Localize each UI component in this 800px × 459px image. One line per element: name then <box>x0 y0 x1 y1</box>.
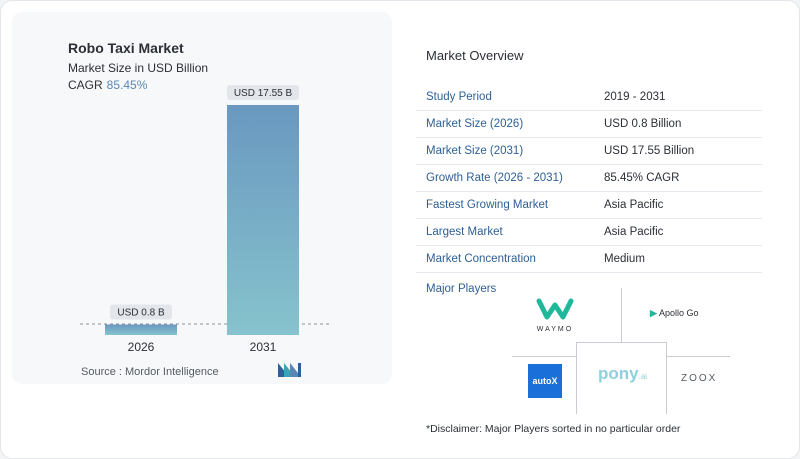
autox-wordmark: autoX <box>532 376 558 386</box>
overview-key: Fastest Growing Market <box>416 191 594 219</box>
players-divider <box>666 356 730 357</box>
overview-key: Largest Market <box>416 218 594 246</box>
waymo-wordmark: WAYMO <box>536 326 574 333</box>
overview-key: Market Size (2031) <box>416 137 594 165</box>
overview-row: Fastest Growing Market Asia Pacific <box>416 191 762 219</box>
players-divider <box>666 342 667 414</box>
bar <box>105 324 177 335</box>
overview-row: Largest Market Asia Pacific <box>416 218 762 246</box>
overview-key: Market Size (2026) <box>416 110 594 138</box>
data-label: USD 0.8 B <box>117 308 165 319</box>
zoox-wordmark: ZOOX <box>681 373 718 384</box>
players-divider <box>576 342 577 414</box>
overview-key: Growth Rate (2026 - 2031) <box>416 164 594 192</box>
players-title: Major Players <box>426 283 497 295</box>
overview-row: Growth Rate (2026 - 2031) 85.45% CAGR <box>416 164 762 192</box>
overview-row: Market Size (2031) USD 17.55 Billion <box>416 137 762 165</box>
data-label-box <box>110 304 172 320</box>
overview-key: Study Period <box>416 84 594 111</box>
overview-value: USD 17.55 Billion <box>594 137 762 165</box>
chart-card <box>12 12 392 384</box>
overview-table: Study Period 2019 - 2031 Market Size (2026… <box>416 84 762 273</box>
bar <box>227 105 299 335</box>
players-divider <box>576 342 666 343</box>
cagr-value: 85.45% <box>106 78 148 92</box>
disclaimer-text: *Disclaimer: Major Players sorted in no … <box>426 423 681 435</box>
bar-chart: USD 0.8 B 2026 USD 17.55 B 2031 <box>80 85 330 354</box>
cagr-line: CAGR 85.45% <box>68 78 147 92</box>
pony-logo: pony.ai <box>598 364 647 384</box>
waymo-mark-icon <box>536 298 574 320</box>
zoox-logo: ZOOX <box>681 373 717 384</box>
players-divider <box>512 356 576 357</box>
overview-value: Asia Pacific <box>594 191 762 219</box>
overview-row: Market Size (2026) USD 0.8 Billion <box>416 110 762 138</box>
overview-row: Market Concentration Medium <box>416 245 762 273</box>
mordor-logo-icon <box>278 363 301 377</box>
players-divider <box>621 288 622 342</box>
source-text: Source : Mordor Intelligence <box>81 366 219 378</box>
overview-title: Market Overview <box>426 48 524 63</box>
waymo-logo: WAYMO <box>528 298 582 333</box>
x-tick-label: 2031 <box>250 340 277 354</box>
cagr-label: CAGR <box>68 78 103 92</box>
overview-value: 85.45% CAGR <box>594 164 762 192</box>
overview-value: Medium <box>594 245 762 273</box>
overview-value: Asia Pacific <box>594 218 762 246</box>
x-tick-label: 2026 <box>128 340 155 354</box>
pony-suffix: .ai <box>638 372 648 381</box>
apollo-logo: ▶ Apollo Go <box>650 308 698 319</box>
overview-value: 2019 - 2031 <box>594 84 762 111</box>
data-label: USD 17.55 B <box>234 88 293 99</box>
pony-wordmark: pony <box>598 364 639 383</box>
overview-key: Market Concentration <box>416 245 594 273</box>
apollo-mark-icon: ▶ <box>650 308 657 318</box>
chart-title: Robo Taxi Market <box>68 40 184 56</box>
overview-value: USD 0.8 Billion <box>594 110 762 138</box>
data-label-box <box>227 85 299 100</box>
overview-row: Study Period 2019 - 2031 <box>416 84 762 111</box>
apollo-wordmark: Apollo Go <box>658 308 699 318</box>
chart-subtitle: Market Size in USD Billion <box>68 61 209 75</box>
autox-logo: autoX <box>528 364 562 398</box>
